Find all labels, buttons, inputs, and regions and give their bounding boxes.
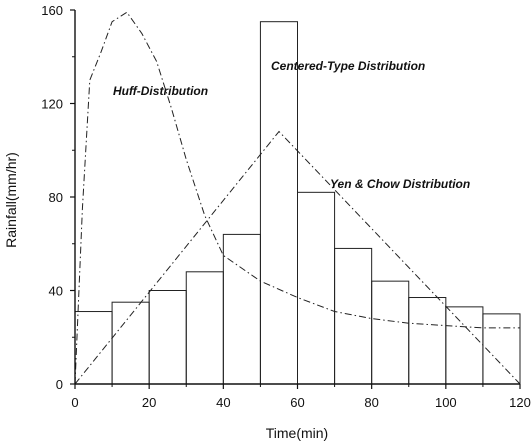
ticks-layer: 0 20 40 60 80 100 120 0 40 80 120 160	[41, 3, 531, 410]
bar-6	[297, 191, 336, 385]
bar-7	[334, 247, 373, 385]
x-tick-label-3: 60	[290, 395, 304, 410]
y-tick-label-0: 0	[56, 377, 63, 392]
annotation-yen-chow: Yen & Chow Distribution	[330, 177, 470, 191]
bar-11	[482, 313, 521, 385]
annotation-centered: Centered-Type Distribution	[271, 59, 425, 73]
x-tick-label-6: 120	[509, 395, 531, 410]
y-axis-label: Rainfall(mm/hr)	[3, 152, 19, 248]
bar-8	[371, 280, 410, 385]
y-tick-label-3: 120	[41, 97, 63, 112]
bar-9	[408, 297, 447, 385]
bar-3	[185, 271, 224, 385]
x-tick-label-4: 80	[364, 395, 378, 410]
bar-0	[74, 311, 113, 385]
bar-4	[222, 233, 261, 385]
x-tick-label-0: 0	[71, 395, 78, 410]
x-axis-label: Time(min)	[266, 425, 328, 441]
bar-10	[445, 306, 484, 385]
y-tick-label-1: 40	[49, 284, 63, 299]
x-tick-label-5: 100	[435, 395, 457, 410]
series-line-0	[74, 11, 520, 385]
x-tick-label-2: 40	[216, 395, 230, 410]
bar-5	[259, 21, 298, 385]
annotation-huff: Huff-Distribution	[113, 84, 208, 98]
series-line-1	[74, 130, 521, 385]
y-tick-label-4: 160	[41, 3, 63, 18]
bar-2	[148, 290, 187, 385]
lines-layer	[74, 11, 521, 385]
x-tick-label-1: 20	[142, 395, 156, 410]
y-tick-label-2: 80	[49, 190, 63, 205]
bars-layer	[74, 21, 521, 385]
